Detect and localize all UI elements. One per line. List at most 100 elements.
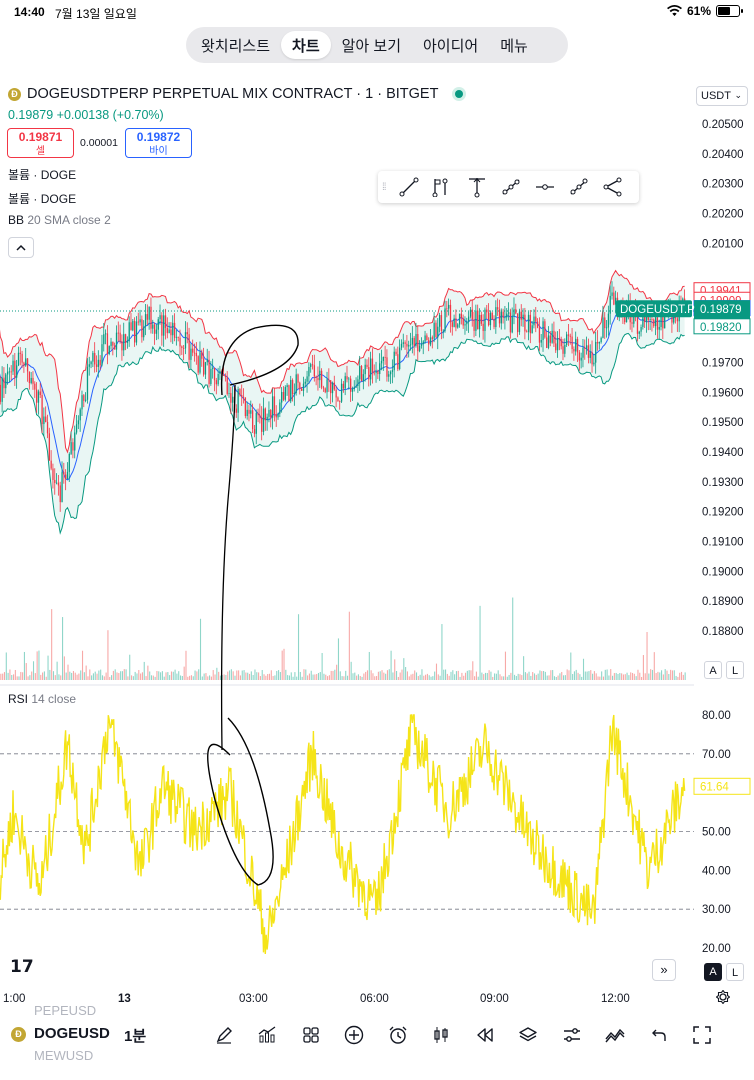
- scroll-to-realtime-button[interactable]: »: [652, 959, 676, 981]
- candle-body: [213, 367, 216, 381]
- volume-bar: [679, 672, 681, 680]
- symbol-header[interactable]: Ð DOGEUSDTPERP PERPETUAL MIX CONTRACT · …: [8, 86, 467, 102]
- volume-bar: [281, 650, 283, 680]
- auto-scale-button-main[interactable]: A: [704, 661, 722, 679]
- volume-bar: [112, 670, 114, 680]
- tab-ideas[interactable]: 아이디어: [423, 37, 479, 55]
- candle-body: [275, 414, 277, 418]
- volume-bar: [36, 651, 38, 680]
- volume-bar: [448, 675, 450, 680]
- candle-body: [518, 311, 521, 333]
- candle-body: [502, 311, 504, 318]
- volume-bar: [325, 674, 327, 680]
- chart-type-button[interactable]: [420, 1022, 464, 1048]
- drawing-tools-button[interactable]: [202, 1022, 246, 1048]
- layers-button[interactable]: [507, 1022, 551, 1048]
- trend-line-tool[interactable]: [392, 171, 426, 203]
- volume-bar: [140, 673, 142, 680]
- volume-bar: [486, 672, 488, 680]
- candle-body: [636, 315, 639, 334]
- volume-bar: [125, 669, 127, 680]
- candle-body: [351, 389, 354, 392]
- candle-body: [257, 413, 259, 416]
- volume-bar: [241, 670, 243, 680]
- volume-bar: [245, 672, 247, 680]
- alert-button[interactable]: [376, 1022, 420, 1048]
- candle-body: [72, 442, 74, 451]
- volume-bar: [287, 675, 289, 680]
- buy-button[interactable]: 0.19872 바이: [125, 128, 192, 158]
- volume-bar: [254, 669, 256, 680]
- candle-body: [290, 380, 292, 402]
- candle-body: [417, 334, 419, 352]
- candle-body: [310, 364, 312, 367]
- horizontal-ray-tool[interactable]: [528, 171, 562, 203]
- settings-button[interactable]: [550, 1022, 594, 1048]
- candle-body: [284, 387, 286, 400]
- candle-body: [382, 356, 384, 361]
- candle-body: [487, 312, 490, 326]
- candle-body: [252, 410, 254, 430]
- volume-bar: [190, 675, 192, 680]
- volume-bar: [98, 670, 100, 680]
- candle-body: [429, 337, 432, 345]
- drag-handle-icon[interactable]: ⁞⁞: [382, 181, 387, 193]
- candle-body: [464, 324, 466, 326]
- candle-body: [55, 482, 58, 484]
- candle-body: [591, 352, 593, 365]
- candle-body: [527, 314, 530, 332]
- candle-body: [255, 413, 257, 434]
- candle-body: [308, 366, 310, 377]
- volume-bar: [668, 673, 670, 680]
- channel-tool[interactable]: [494, 171, 528, 203]
- volume-bar: [590, 670, 592, 680]
- volume-bar: [103, 676, 105, 680]
- tab-chart[interactable]: 차트: [281, 31, 331, 59]
- bb-indicator[interactable]: BB 20 SMA close 2: [8, 213, 111, 227]
- replay-button[interactable]: [463, 1022, 507, 1048]
- volume-bar: [484, 672, 487, 680]
- info-line-tool[interactable]: [562, 171, 596, 203]
- tab-menu[interactable]: 메뉴: [500, 37, 528, 55]
- gear-icon[interactable]: [716, 990, 730, 1004]
- undo-button[interactable]: [637, 1022, 681, 1048]
- auto-scale-button-rsi[interactable]: A: [704, 963, 722, 981]
- volume-indicator-2[interactable]: 볼륨 · DOGE: [8, 192, 77, 206]
- volume-bar: [533, 673, 536, 680]
- chart-canvas[interactable]: 0.20500 0.20400 0.20300 0.20200 0.20100 0.197…: [0, 0, 754, 1012]
- flag-tool[interactable]: [426, 171, 460, 203]
- volume-indicator-1[interactable]: 볼륨 · DOGE: [8, 168, 77, 182]
- log-scale-button-main[interactable]: L: [726, 661, 744, 679]
- candle-body: [333, 382, 335, 390]
- volume-bar: [247, 672, 249, 680]
- rsi-indicator[interactable]: RSI 14 close: [8, 692, 76, 706]
- candle-body: [193, 352, 196, 354]
- sell-button[interactable]: 0.19871 셀: [7, 128, 74, 158]
- vertical-line-tool[interactable]: [460, 171, 494, 203]
- indicators-button[interactable]: [246, 1022, 290, 1048]
- symbol-search-button[interactable]: DOGEUSD: [34, 1025, 110, 1042]
- candle-body: [658, 327, 660, 330]
- volume-bar: [661, 670, 663, 680]
- volume-bar: [170, 671, 173, 680]
- candle-body: [226, 377, 228, 394]
- fullscreen-button[interactable]: [681, 1022, 725, 1048]
- add-button[interactable]: [333, 1022, 377, 1048]
- tab-watchlist[interactable]: 왓치리스트: [201, 37, 271, 55]
- symbol-title[interactable]: DOGEUSDTPERP PERPETUAL MIX CONTRACT · 1 …: [27, 86, 439, 102]
- pitchfork-tool[interactable]: [596, 171, 630, 203]
- candle-body: [615, 297, 617, 305]
- collapse-legend-button[interactable]: [8, 237, 34, 258]
- candle-body: [35, 389, 38, 403]
- volume-bar: [403, 658, 405, 680]
- volume-bar: [305, 669, 307, 680]
- log-scale-button-rsi[interactable]: L: [726, 963, 744, 981]
- layouts-button[interactable]: [289, 1022, 333, 1048]
- tab-explore[interactable]: 알아 보기: [341, 37, 401, 55]
- compare-button[interactable]: [594, 1022, 638, 1048]
- candle-body: [161, 315, 163, 336]
- candle-body: [656, 317, 659, 330]
- currency-select[interactable]: USDT ⌄: [696, 86, 748, 106]
- interval-button[interactable]: 1분: [124, 1028, 147, 1045]
- candle-body: [230, 393, 232, 403]
